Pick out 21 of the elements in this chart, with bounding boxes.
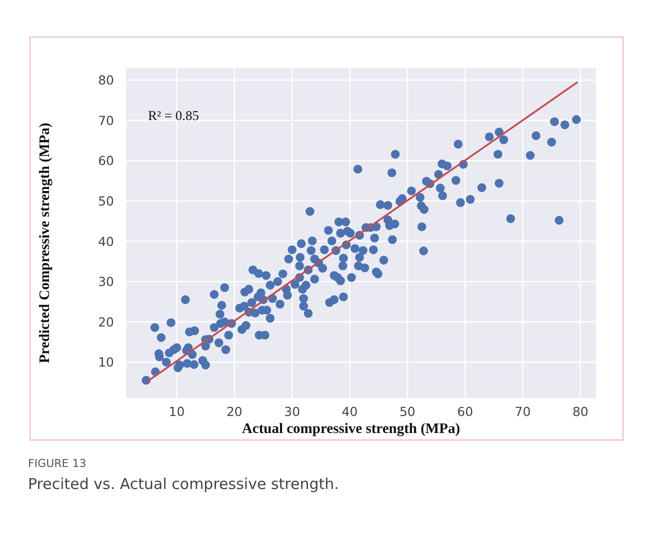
text: Precited vs. Actual compressive strength. [28, 475, 339, 493]
x-tick-label: 40 [342, 404, 358, 419]
y-tick-label: 80 [98, 72, 114, 88]
y-axis-title: Predicted Compressive strength (MPa) [37, 122, 53, 364]
y-tick-label: 20 [98, 314, 114, 330]
annotation: R² = 0.85 [148, 108, 200, 123]
x-tick-label: 60 [457, 404, 474, 419]
x-tick-label: 20 [226, 404, 242, 419]
x-tick-label: 50 [399, 404, 416, 419]
x-tick-label: 70 [514, 404, 531, 419]
y-tick-label: 40 [98, 234, 114, 249]
x-tick-label: 30 [284, 404, 300, 419]
x-axis-title: Actual compressive strength (MPa) [242, 421, 460, 437]
x-tick-label: 10 [168, 404, 185, 419]
y-tick-label: 60 [98, 153, 114, 168]
y-tick-label: 70 [98, 112, 114, 128]
y-tick-label: 10 [98, 354, 114, 370]
y-tick-label: 50 [98, 193, 114, 208]
caption: FIGURE 13 [28, 457, 86, 470]
x-tick-label: 80 [572, 404, 588, 419]
y-tick-label: 30 [98, 274, 114, 290]
